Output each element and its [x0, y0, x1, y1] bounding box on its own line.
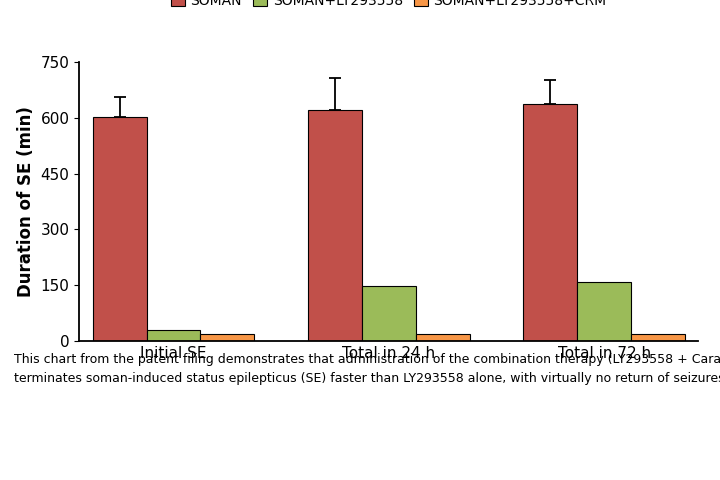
Bar	[362, 286, 415, 341]
Legend: SOMAN, SOMAN+LY293558, SOMAN+LY293558+CRM: SOMAN, SOMAN+LY293558, SOMAN+LY293558+CR…	[168, 0, 609, 11]
Bar	[415, 334, 469, 341]
Bar	[523, 104, 577, 341]
Text: terminates soman-induced status epilepticus (SE) faster than LY293558 alone, wit: terminates soman-induced status epilepti…	[14, 372, 720, 385]
Bar	[93, 117, 146, 341]
Y-axis label: Duration of SE (min): Duration of SE (min)	[17, 106, 35, 297]
Bar	[308, 110, 362, 341]
Text: This chart from the patent filing demonstrates that administration of the combin: This chart from the patent filing demons…	[14, 353, 720, 366]
Bar	[577, 282, 631, 341]
Bar	[631, 334, 685, 341]
Bar	[200, 334, 254, 341]
Bar	[146, 330, 200, 341]
